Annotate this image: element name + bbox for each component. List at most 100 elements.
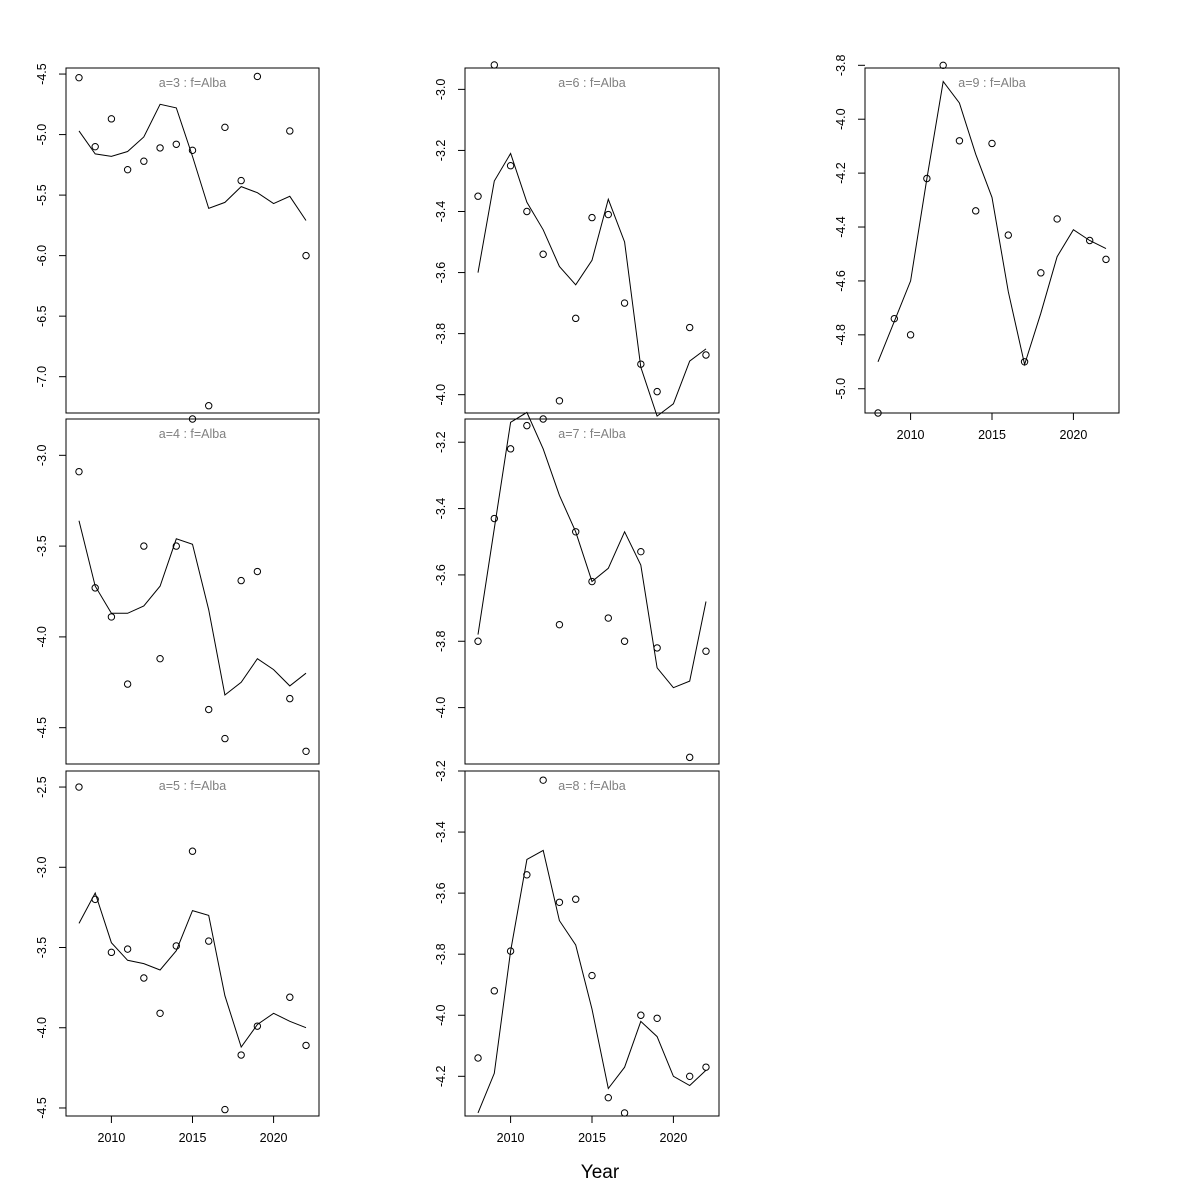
y-tick-label: -3.8 [834,54,848,76]
data-point [1102,255,1110,264]
panel-4: a=6 : f=Alba -3.0 -3.2 -3.4 -3.6 -3.8 -4.0 [434,61,720,417]
y-tick-label: -3.6 [434,882,448,904]
data-point [75,73,83,82]
panel-title: a=7 : f=Alba [558,427,625,441]
y-tick-label: -4.0 [434,697,448,719]
data-point [302,747,310,755]
data-point [172,140,180,148]
y-axis: -3.8 -4.0 -4.2 -4.4 -4.6 -4.8 -5.0 [834,54,865,400]
y-tick-label: -4.2 [434,1065,448,1087]
fitted-line [78,891,307,1049]
data-point [939,61,947,70]
panel-title: a=6 : f=Alba [558,76,625,90]
y-tick-label: -5.0 [834,378,848,400]
y-tick-label: -3.2 [434,431,448,453]
y-tick-label: -4.5 [35,1097,49,1119]
y-tick-label: -3.6 [434,564,448,586]
y-tick-label: -5.0 [35,124,49,146]
plot-frame [464,418,720,765]
y-tick-label: -3.0 [434,79,448,101]
data-point [874,409,882,417]
y-tick-label: -3.5 [35,535,49,557]
y-tick-label: -3.6 [434,262,448,284]
data-point [702,1063,710,1071]
data-point [523,421,531,430]
data-point [205,402,213,410]
data-point [221,1105,229,1114]
data-point [685,753,694,762]
data-point [506,161,515,170]
data-point [506,947,515,955]
x-axis: 2010 2015 2020 [897,413,1088,442]
x-tick-label: 2020 [1060,428,1088,442]
data-point [572,314,580,323]
data-point [555,397,564,405]
y-tick-label: -6.0 [35,245,49,267]
data-point [702,647,710,655]
y-tick-label: -3.2 [434,140,448,162]
data-point [237,1051,245,1059]
data-point [523,207,531,216]
y-tick-label: -4.8 [834,324,848,346]
data-point [1037,269,1045,277]
panel-title: a=9 : f=Alba [958,76,1025,90]
data-point [702,351,710,359]
x-tick-label: 2010 [897,428,925,442]
data-point [506,445,515,453]
data-point [172,542,180,550]
data-point [1020,358,1029,366]
y-tick-label: -4.4 [834,216,848,238]
data-point [653,644,661,652]
data-point [140,157,148,165]
plot-frame [65,418,320,765]
y-tick-label: -3.0 [35,445,49,467]
data-point [620,299,629,307]
y-axis: -3.0 -3.2 -3.4 -3.6 -3.8 -4.0 [434,79,465,405]
fitted-line [477,152,707,417]
y-axis: -3.2 -3.4 -3.6 -3.8 -4.0 [434,431,465,718]
panel-title: a=4 : f=Alba [159,427,226,441]
panel-title: a=5 : f=Alba [159,779,226,793]
data-point [237,576,245,585]
data-point [972,207,980,215]
y-tick-label: -3.4 [434,201,448,223]
data-point [604,210,612,219]
data-point [188,847,197,855]
data-point [286,127,294,135]
data-point [253,1022,262,1030]
data-point [539,776,547,784]
data-point [302,251,310,260]
data-point [588,577,596,586]
data-point [604,614,612,622]
y-tick-label: -3.8 [434,630,448,652]
data-point [286,993,294,1001]
plot-frame [65,67,320,414]
data-point [620,637,629,645]
data-point [555,620,564,629]
data-point [474,192,482,200]
y-tick-label: -4.6 [834,270,848,292]
y-tick-label: -3.8 [434,943,448,965]
data-point [221,734,229,743]
y-tick-label: -4.5 [35,717,49,739]
x-tick-label: 2015 [578,1131,606,1145]
x-tick-label: 2015 [179,1131,207,1145]
fitted-line [477,411,707,689]
fitted-line [78,103,307,221]
panel-2: a=4 : f=Alba -3.0 -3.5 -4.0 -4.5 [35,415,320,765]
data-point [555,898,564,906]
data-point [205,705,213,714]
data-point [988,139,996,148]
data-point [140,542,148,550]
x-tick-label: 2010 [98,1131,126,1145]
data-point [188,415,197,423]
data-point [637,547,645,556]
y-axis: -2.5 -3.0 -3.5 -4.0 -4.5 [35,776,66,1119]
y-tick-label: -4.5 [35,63,49,85]
panel-7: a=9 : f=Alba -3.8 -4.0 -4.2 -4.4 -4.6 -4.8 -5.0… [834,54,1120,442]
data-point [637,360,645,368]
x-tick-label: 2020 [660,1131,688,1145]
plot-frame [65,770,320,1117]
panel-title: a=8 : f=Alba [558,779,625,793]
y-tick-label: -3.2 [434,760,448,782]
